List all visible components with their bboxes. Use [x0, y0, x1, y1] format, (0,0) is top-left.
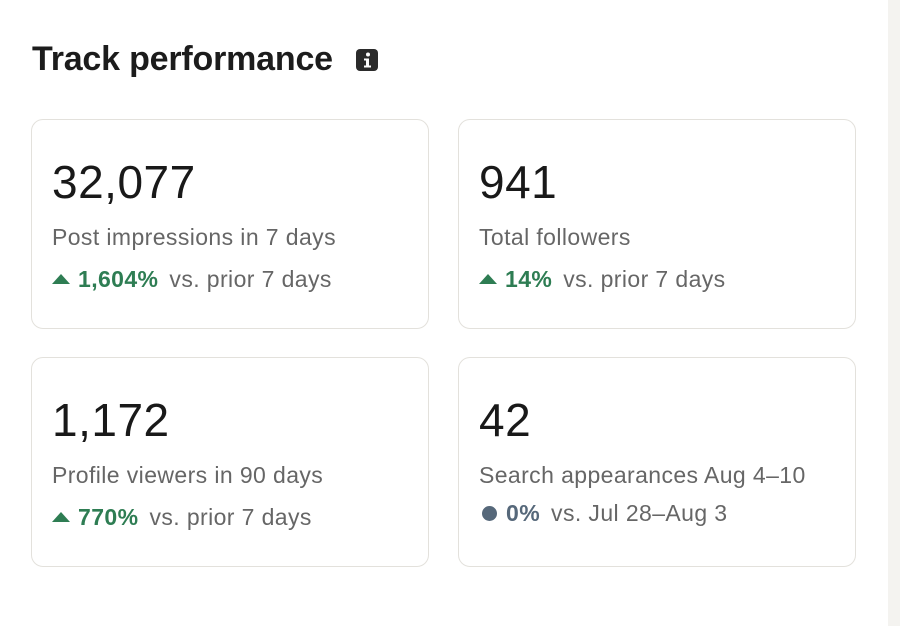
metric-comparison: vs. prior 7 days [563, 266, 726, 292]
metric-comparison: vs. Jul 28–Aug 3 [551, 500, 728, 526]
metric-label: Post impressions in 7 days [52, 224, 336, 250]
metric-change: 14% [505, 266, 553, 292]
metric-trend: 770% vs. prior 7 days [52, 502, 428, 532]
metric-change: 0% [506, 500, 541, 526]
metric-card-search-appearances[interactable]: 42 Search appearances Aug 4–10 0% vs. Ju… [458, 357, 856, 567]
metric-value: 1,172 [52, 394, 170, 446]
metric-value: 42 [479, 394, 532, 446]
metric-change: 770% [78, 504, 139, 530]
section-header: Track performance [32, 40, 379, 79]
metric-label: Profile viewers in 90 days [52, 462, 324, 488]
metric-label: Total followers [479, 224, 631, 250]
metric-trend: 1,604% vs. prior 7 days [52, 264, 428, 294]
metric-comparison: vs. prior 7 days [149, 504, 312, 530]
arrow-up-icon [52, 274, 70, 284]
metric-card-profile-viewers[interactable]: 1,172 Profile viewers in 90 days 770% vs… [31, 357, 429, 567]
metric-trend: 14% vs. prior 7 days [479, 264, 855, 294]
page-edge-strip [888, 0, 900, 626]
neutral-dot-icon [482, 505, 497, 521]
metric-value: 32,077 [52, 156, 196, 208]
metric-label: Search appearances Aug 4–10 [479, 462, 806, 488]
metric-change: 1,604% [78, 266, 159, 292]
section-title: Track performance [32, 40, 333, 78]
metric-comparison: vs. prior 7 days [169, 266, 332, 292]
info-icon[interactable] [355, 48, 379, 72]
arrow-up-icon [479, 274, 497, 284]
metric-trend: 0% vs. Jul 28–Aug 3 [479, 498, 855, 528]
metric-value: 941 [479, 156, 558, 208]
metric-card-post-impressions[interactable]: 32,077 Post impressions in 7 days 1,604%… [31, 119, 429, 329]
arrow-up-icon [52, 512, 70, 522]
metric-card-total-followers[interactable]: 941 Total followers 14% vs. prior 7 days [458, 119, 856, 329]
